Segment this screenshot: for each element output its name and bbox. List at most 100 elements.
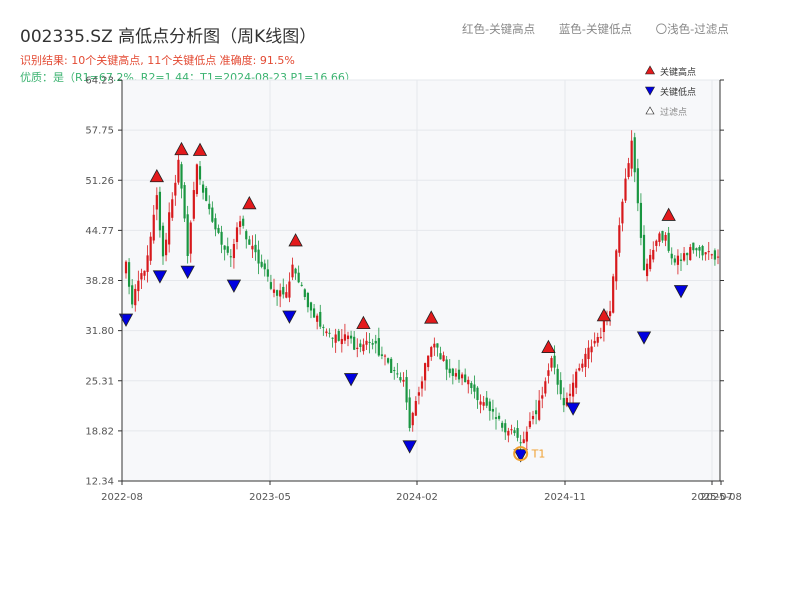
candle-body [269, 282, 273, 289]
candle-body [242, 218, 245, 226]
candle-body [306, 292, 310, 308]
candle-body [390, 358, 393, 373]
candles [124, 130, 720, 453]
candle-body [510, 429, 513, 431]
candle-body [713, 250, 717, 260]
legend-filtered-label: 过滤点 [660, 106, 687, 118]
legend-low-label: 关键低点 [660, 86, 696, 98]
candle-body [482, 402, 485, 406]
candle-body [124, 261, 128, 274]
candle-body [396, 373, 399, 375]
candle-body [343, 334, 347, 341]
x-tick-label: 2023-05 [249, 492, 291, 503]
candle-body [618, 225, 621, 253]
candle-body [229, 256, 232, 258]
x-tick-label: 2025-07 [691, 492, 733, 503]
candle-body [556, 368, 559, 385]
t1-label: T1 [531, 448, 546, 461]
candle-body [624, 178, 627, 201]
candle-body [260, 261, 263, 267]
candle-body [383, 355, 387, 357]
candle-body [189, 222, 192, 254]
key-low-marker [402, 440, 417, 454]
candle-body [538, 400, 541, 420]
candle-body [235, 227, 239, 242]
candle-body [226, 246, 229, 253]
candle-body [686, 252, 689, 256]
candle-body [399, 377, 402, 381]
candle-body [704, 252, 707, 255]
candle-body [232, 244, 236, 259]
candle-body [547, 370, 550, 376]
candle-body [312, 308, 316, 318]
key-high-marker [356, 315, 371, 330]
t1-circle [513, 446, 529, 462]
candle-body [319, 311, 322, 327]
candle-body [238, 221, 242, 228]
candle-body [353, 336, 356, 350]
candle-body [420, 381, 424, 389]
candle-body [710, 254, 713, 256]
candle-body [457, 369, 461, 380]
candle-body [454, 373, 458, 377]
candle-body [328, 332, 331, 334]
key-high-marker [424, 310, 439, 324]
candle-body [362, 344, 365, 352]
candle-body [485, 397, 488, 406]
candle-body [423, 363, 427, 381]
candle-body [716, 256, 720, 258]
candle-body [275, 290, 279, 296]
candle-body [331, 337, 334, 339]
candle-body [131, 285, 134, 305]
candle-body [494, 417, 498, 419]
key-high-marker [661, 207, 676, 221]
candle-body [448, 368, 451, 374]
candle-body [599, 336, 602, 338]
candle-body [282, 286, 285, 295]
candle-body [581, 363, 584, 368]
candle-body [411, 412, 414, 426]
candle-body [590, 346, 593, 353]
candle-body [152, 214, 155, 241]
key-low-marker [152, 270, 168, 284]
candle-body [467, 379, 470, 385]
candle-body [565, 397, 569, 406]
candle-body [433, 343, 436, 348]
candle-body [158, 191, 162, 231]
candle-body [356, 347, 359, 349]
candle-body [164, 239, 168, 256]
candle-body [300, 284, 303, 286]
color-key-light: 〇浅色-过滤点 [655, 22, 729, 36]
candle-body [322, 326, 325, 328]
candle-body [679, 259, 683, 261]
candle-body [707, 251, 710, 253]
candle-body [596, 337, 599, 343]
key-low-marker [343, 373, 359, 387]
candle-body [522, 439, 525, 444]
candle-body [134, 288, 137, 306]
candle-body [528, 421, 532, 428]
candle-body [127, 262, 131, 287]
key-low-marker [565, 402, 581, 416]
candle-body [168, 212, 171, 245]
candle-body [220, 231, 223, 245]
candle-body [161, 225, 165, 257]
candle-body [177, 159, 180, 183]
candle-body [621, 201, 624, 224]
candle-body [633, 137, 636, 173]
candle-body [470, 383, 473, 389]
candle-body [371, 343, 374, 345]
candle-body [464, 374, 467, 383]
key-high-marker [174, 141, 189, 156]
candle-body [664, 234, 667, 241]
y-tick-label: 18.82 [85, 426, 114, 437]
x-tick-label: 2022-08 [101, 492, 143, 503]
x-tick-label: 2024-02 [396, 492, 438, 503]
y-tick-label: 31.80 [85, 326, 114, 337]
key-high-marker [596, 308, 612, 322]
y-tick-label: 51.26 [85, 176, 114, 187]
candle-body [174, 182, 177, 196]
candle-body [550, 358, 553, 368]
candle-body [602, 319, 606, 332]
candle-body [211, 207, 214, 222]
